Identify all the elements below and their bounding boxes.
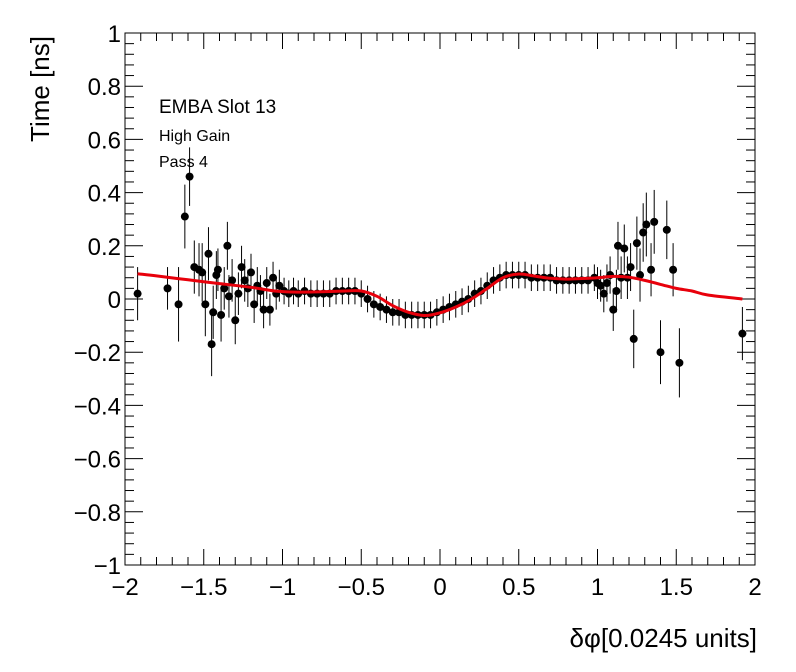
data-point bbox=[231, 316, 240, 325]
y-tick-label: −0.2 bbox=[74, 340, 121, 367]
y-tick-label: −0.8 bbox=[74, 500, 121, 527]
data-point bbox=[234, 289, 243, 298]
data-point bbox=[220, 284, 229, 293]
data-point bbox=[669, 265, 678, 274]
data-point bbox=[650, 217, 659, 226]
x-axis-title: δφ[0.0245 units] bbox=[570, 623, 757, 653]
data-point bbox=[269, 273, 278, 282]
x-tick-label: −1 bbox=[269, 574, 296, 601]
y-axis-title: Time [ns] bbox=[25, 36, 55, 142]
data-point bbox=[629, 334, 638, 343]
annotation-gain: High Gain bbox=[159, 128, 230, 145]
data-point bbox=[275, 281, 284, 290]
data-point bbox=[376, 302, 385, 311]
data-point bbox=[180, 212, 189, 221]
x-tick-label: 0 bbox=[433, 574, 446, 601]
data-point bbox=[388, 308, 397, 317]
fit-curve bbox=[137, 272, 743, 318]
x-tick-label: 1.5 bbox=[660, 574, 693, 601]
data-point bbox=[259, 305, 268, 314]
data-point bbox=[613, 241, 622, 250]
data-point bbox=[228, 276, 237, 285]
data-point bbox=[247, 268, 255, 277]
data-point bbox=[198, 268, 207, 277]
data-point bbox=[201, 300, 210, 309]
data-point bbox=[612, 287, 621, 296]
data-point bbox=[363, 295, 372, 303]
x-tick-label: 2 bbox=[748, 574, 761, 601]
data-point bbox=[656, 348, 665, 357]
data-point bbox=[224, 292, 233, 301]
y-tick-label: 1 bbox=[108, 21, 121, 48]
data-point bbox=[626, 263, 635, 272]
data-point bbox=[240, 276, 249, 285]
x-tick-label: 1 bbox=[591, 574, 604, 601]
data-point bbox=[636, 271, 645, 280]
x-tick-label: −2 bbox=[111, 574, 138, 601]
data-point bbox=[223, 241, 232, 250]
annotation-pass: Pass 4 bbox=[159, 154, 208, 171]
y-tick-label: 0.6 bbox=[88, 127, 121, 154]
data-point bbox=[265, 305, 274, 314]
data-point bbox=[163, 284, 172, 293]
data-point bbox=[639, 228, 648, 237]
plot-frame bbox=[124, 32, 756, 566]
y-tick-label: 0.8 bbox=[88, 74, 121, 101]
fit-curve-layer bbox=[137, 272, 743, 318]
y-tick-label: 0.4 bbox=[88, 181, 121, 208]
data-point bbox=[602, 279, 611, 288]
data-point bbox=[662, 225, 671, 234]
data-point bbox=[620, 244, 629, 253]
data-point bbox=[209, 308, 218, 317]
data-point bbox=[599, 289, 608, 298]
data-point bbox=[213, 265, 222, 274]
y-tick-label: −0.6 bbox=[74, 447, 121, 474]
data-point bbox=[217, 310, 226, 319]
data-point bbox=[609, 305, 618, 314]
data-point bbox=[738, 329, 747, 338]
y-tick-label: 0.2 bbox=[88, 234, 121, 261]
data-point bbox=[596, 281, 605, 290]
tick-labels: −2 −1.5 −1 −0.5 0 0.5 1 1.5 2 −1 −0.8 −0.6 −0.4 −0.2 0… bbox=[74, 21, 762, 601]
x-tick-label: −0.5 bbox=[338, 574, 385, 601]
data-point bbox=[207, 340, 216, 349]
data-point bbox=[133, 289, 142, 298]
data-point bbox=[250, 300, 259, 309]
annotation-slot: EMBA Slot 13 bbox=[159, 97, 276, 118]
data-point bbox=[369, 300, 378, 309]
data-point bbox=[185, 172, 194, 181]
axis-ticks bbox=[124, 32, 756, 566]
x-tick-label: −1.5 bbox=[180, 574, 227, 601]
y-tick-label: −1 bbox=[94, 553, 121, 580]
data-point bbox=[262, 279, 271, 288]
data-point bbox=[174, 300, 183, 309]
data-point bbox=[237, 263, 246, 272]
y-tick-label: −0.4 bbox=[74, 393, 121, 420]
data-point bbox=[382, 305, 391, 314]
data-point bbox=[647, 265, 656, 274]
data-point bbox=[675, 358, 684, 367]
x-tick-label: 0.5 bbox=[502, 574, 535, 601]
data-point bbox=[204, 249, 213, 258]
data-point bbox=[632, 239, 641, 248]
y-tick-label: 0 bbox=[108, 287, 121, 314]
data-point bbox=[642, 220, 651, 229]
